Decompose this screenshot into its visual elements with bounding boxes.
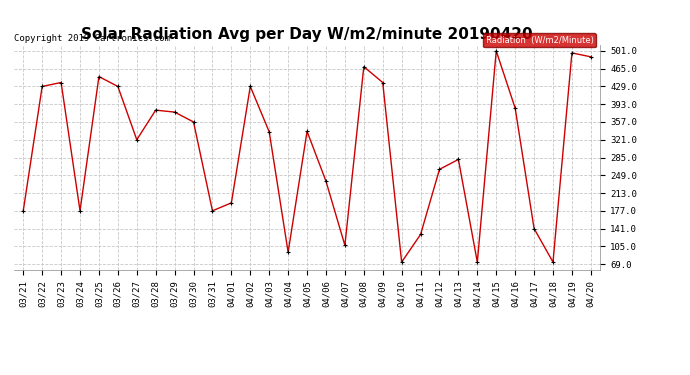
Legend: Radiation  (W/m2/Minute): Radiation (W/m2/Minute) [483, 33, 596, 47]
Title: Solar Radiation Avg per Day W/m2/minute 20190420: Solar Radiation Avg per Day W/m2/minute … [81, 27, 533, 42]
Text: Copyright 2019 Cartronics.com: Copyright 2019 Cartronics.com [14, 34, 170, 43]
